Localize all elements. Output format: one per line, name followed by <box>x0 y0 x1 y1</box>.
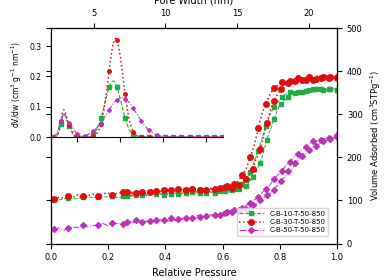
X-axis label: Relative Pressure: Relative Pressure <box>152 268 236 278</box>
Y-axis label: dV/dw (cm$^3$ g$^{-1}$ nm$^{-1}$): dV/dw (cm$^3$ g$^{-1}$ nm$^{-1}$) <box>9 40 24 128</box>
X-axis label: Pore Width (nm): Pore Width (nm) <box>154 0 234 6</box>
Legend: C-B-10-T-50-850, C-B-30-T-50-850, C-B-50-T-50-850: C-B-10-T-50-850, C-B-30-T-50-850, C-B-50… <box>236 208 328 236</box>
Y-axis label: Volume Adsorbed (cm$^3$STPg$^{-1}$): Volume Adsorbed (cm$^3$STPg$^{-1}$) <box>368 70 383 201</box>
